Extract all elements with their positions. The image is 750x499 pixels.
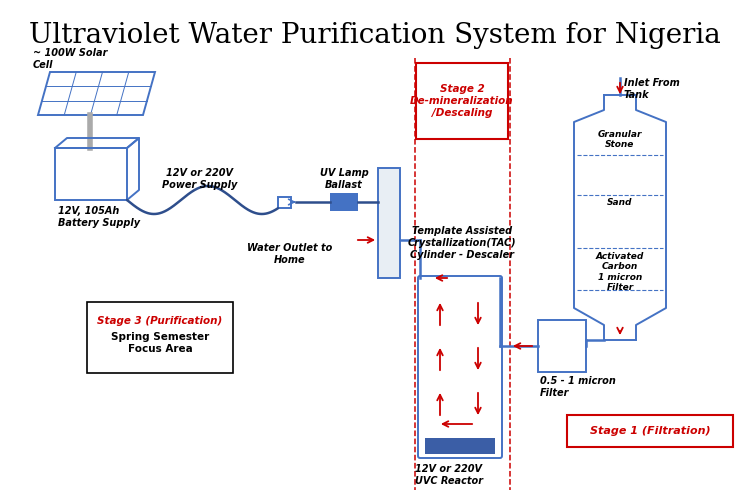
Text: Water Outlet to
Home: Water Outlet to Home bbox=[248, 243, 333, 264]
FancyBboxPatch shape bbox=[425, 438, 495, 454]
Text: Stage 2
De-mineralization
/Descaling: Stage 2 De-mineralization /Descaling bbox=[410, 84, 514, 118]
Text: Template Assisted
Crystallization(TAC)
Cylinder - Descaler: Template Assisted Crystallization(TAC) C… bbox=[408, 227, 516, 259]
Text: Granular
Stone: Granular Stone bbox=[598, 130, 642, 149]
FancyBboxPatch shape bbox=[416, 63, 508, 139]
Polygon shape bbox=[38, 72, 155, 115]
Text: 12V or 220V
UVC Reactor: 12V or 220V UVC Reactor bbox=[415, 464, 483, 486]
FancyBboxPatch shape bbox=[330, 193, 358, 211]
Text: 12V, 105Ah
Battery Supply: 12V, 105Ah Battery Supply bbox=[58, 206, 140, 228]
FancyBboxPatch shape bbox=[55, 148, 127, 200]
Text: Sand: Sand bbox=[608, 198, 633, 207]
Text: UV Lamp
Ballast: UV Lamp Ballast bbox=[320, 168, 368, 190]
Text: Activated
Carbon
1 micron
Filter: Activated Carbon 1 micron Filter bbox=[596, 252, 644, 292]
Text: Ultraviolet Water Purification System for Nigeria: Ultraviolet Water Purification System fo… bbox=[29, 21, 721, 48]
Text: ~ 100W Solar
Cell: ~ 100W Solar Cell bbox=[33, 48, 107, 70]
Text: 0.5 - 1 micron
Filter: 0.5 - 1 micron Filter bbox=[540, 376, 616, 398]
FancyBboxPatch shape bbox=[418, 276, 502, 458]
FancyBboxPatch shape bbox=[378, 168, 400, 278]
Text: 12V or 220V
Power Supply: 12V or 220V Power Supply bbox=[162, 168, 238, 190]
Text: Spring Semester
Focus Area: Spring Semester Focus Area bbox=[111, 332, 209, 354]
FancyBboxPatch shape bbox=[87, 302, 233, 373]
FancyBboxPatch shape bbox=[538, 320, 586, 372]
FancyBboxPatch shape bbox=[567, 415, 733, 447]
Text: Stage 1 (Filtration): Stage 1 (Filtration) bbox=[590, 426, 710, 436]
Text: Stage 3 (Purification): Stage 3 (Purification) bbox=[98, 316, 223, 326]
Text: Inlet From
Tank: Inlet From Tank bbox=[624, 78, 680, 100]
FancyBboxPatch shape bbox=[278, 197, 291, 208]
